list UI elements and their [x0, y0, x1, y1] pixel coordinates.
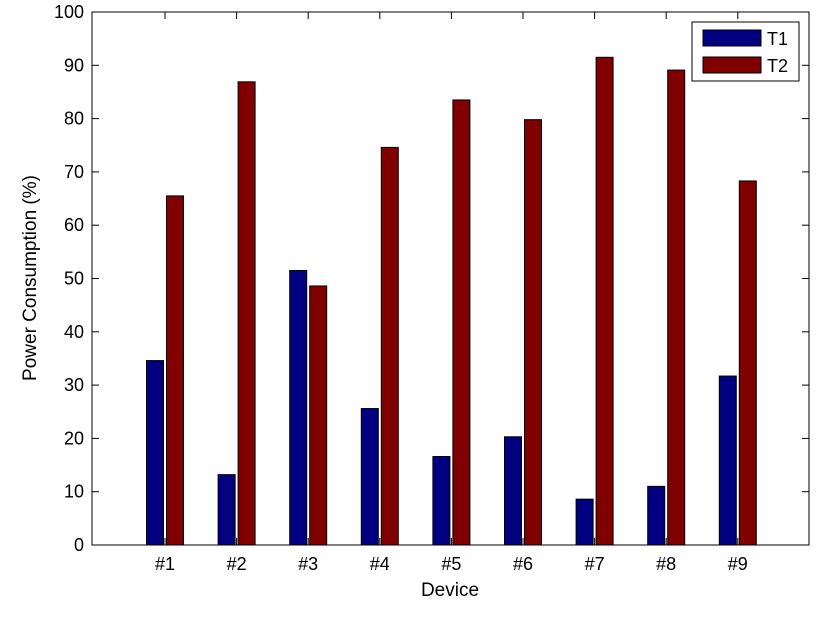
bar-t2-7 — [595, 56, 614, 546]
legend-swatch-t1 — [702, 29, 762, 47]
bar-t2-3 — [309, 285, 328, 546]
bar-t1-6 — [504, 436, 522, 546]
y-tick-label: 0 — [74, 535, 84, 555]
bar-t2-9 — [738, 180, 757, 546]
bar-t1-7 — [575, 498, 594, 546]
bar-t1-8 — [647, 485, 666, 546]
legend-swatch-t2 — [702, 56, 762, 74]
bar-t1-3 — [289, 270, 308, 546]
x-tick-label: #8 — [656, 554, 676, 574]
y-tick-label: 100 — [54, 2, 84, 22]
x-tick-label: #6 — [513, 554, 533, 574]
y-tick-label: 80 — [64, 109, 84, 129]
y-tick-label: 70 — [64, 162, 84, 182]
legend-label-t1: T1 — [767, 29, 788, 49]
bars-group — [146, 56, 757, 546]
x-tick-label: #1 — [155, 554, 175, 574]
bar-t2-6 — [524, 119, 542, 546]
legend-label-t2: T2 — [767, 56, 788, 76]
bar-t1-5 — [432, 456, 451, 546]
y-tick-label: 30 — [64, 375, 84, 395]
bar-t2-4 — [380, 146, 399, 546]
bar-t2-5 — [452, 99, 471, 546]
bar-t1-1 — [146, 360, 164, 546]
y-tick-label: 10 — [64, 482, 84, 502]
legend: T1 T2 — [691, 21, 800, 82]
x-axis-label: Device — [421, 580, 479, 601]
y-tick-label: 20 — [64, 428, 84, 448]
x-tick-label: #3 — [298, 554, 318, 574]
y-tick-label: 60 — [64, 215, 84, 235]
x-tick-label: #9 — [728, 554, 748, 574]
plot-frame — [91, 11, 810, 546]
x-tick-label: #5 — [441, 554, 461, 574]
bar-t2-1 — [166, 195, 184, 546]
bar-t2-2 — [237, 81, 256, 546]
bar-t1-4 — [360, 408, 379, 546]
bar-t1-9 — [718, 375, 737, 546]
x-tick-label: #2 — [227, 554, 247, 574]
y-axis-label: Power Consumption (%) — [20, 175, 41, 381]
y-tick-label: 90 — [64, 55, 84, 75]
x-tick-label: #4 — [370, 554, 390, 574]
y-tick-label: 40 — [64, 322, 84, 342]
y-ticks-group: 0 10 20 30 40 50 60 70 80 90 100 — [54, 2, 809, 555]
x-tick-label: #7 — [585, 554, 605, 574]
bar-t1-2 — [217, 474, 236, 546]
x-ticks-group: #1 #2 #3 #4 #5 #6 #7 #8 #9 — [155, 12, 748, 574]
bar-t2-8 — [667, 69, 686, 546]
y-tick-label: 50 — [64, 269, 84, 289]
